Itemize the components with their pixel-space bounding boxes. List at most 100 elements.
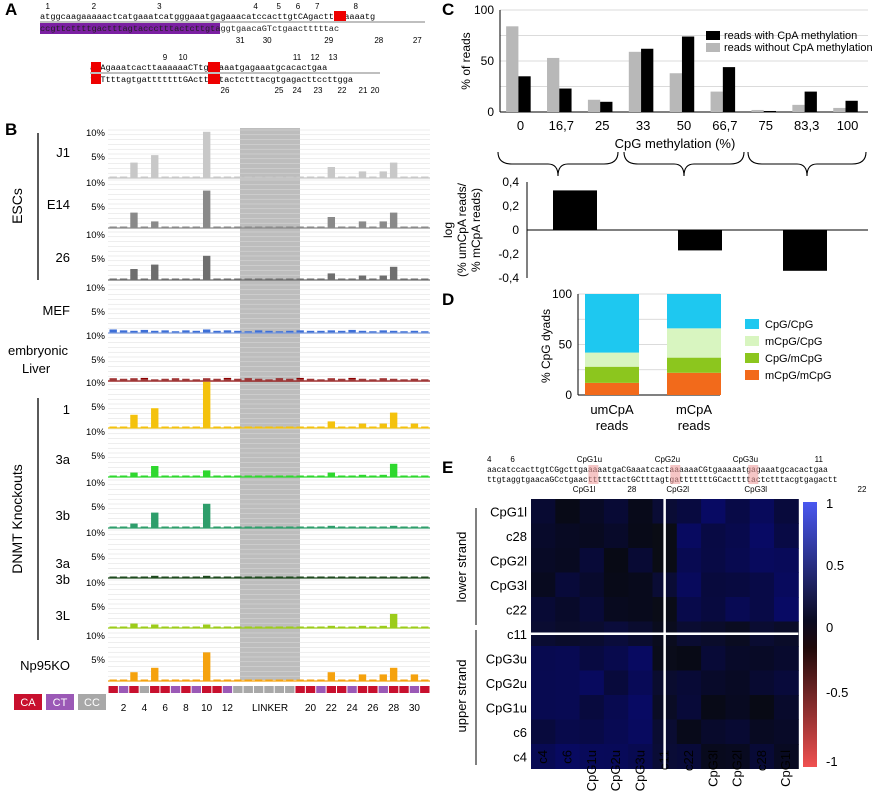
heatmap-cell [555, 499, 581, 524]
heatmap-cell [628, 548, 653, 573]
heatmap-cell [725, 646, 751, 671]
bar-cpa-frequency [306, 226, 315, 228]
bar-cpa-frequency [202, 652, 211, 681]
bar-cpa-frequency [358, 674, 367, 681]
bar-cpa-frequency [275, 278, 284, 280]
bar-cpa-frequency [410, 226, 419, 228]
heatmap-cell [579, 695, 605, 720]
seq-number: 1 [45, 2, 50, 11]
group-label-escs: ESCs [9, 188, 25, 224]
bar-cpa-frequency [151, 155, 159, 178]
bar-cpa-frequency [119, 576, 128, 578]
legend-label: mCpG/mCpG [765, 370, 832, 382]
bar-cpa-frequency [234, 679, 242, 681]
bar-cpa-frequency [213, 226, 221, 228]
site-type-strip [139, 686, 150, 693]
bar-cpa-frequency [161, 475, 169, 477]
bar-cpa-frequency [421, 576, 429, 578]
heatmap-cell [531, 646, 556, 671]
x-tick-label: 4 [142, 703, 148, 714]
bar-cpa-frequency [369, 176, 377, 178]
bar-cpa-frequency [265, 526, 273, 528]
heatmap-cell [531, 695, 556, 720]
bar-cpa-frequency [130, 269, 138, 280]
bar-cpa-frequency [171, 226, 180, 228]
bar-cpa-frequency [244, 475, 252, 477]
bar-cpa-frequency [192, 626, 200, 628]
bar-cpa-frequency [410, 526, 419, 528]
x-tick-label: 0 [517, 118, 524, 133]
heatmap-cell [749, 523, 775, 549]
legend-label: CpG/CpG [765, 319, 813, 331]
heatmap-cell [701, 670, 726, 696]
bar-cpa-frequency [338, 526, 346, 528]
bar-cpa-frequency [379, 423, 387, 428]
bar-cpa-frequency [286, 278, 294, 280]
y-tick-label: 10% [86, 528, 106, 539]
heatmap-cell [774, 670, 799, 696]
heatmap-cell [749, 670, 775, 696]
heatmap-cell [676, 499, 702, 524]
cpg-highlight [748, 465, 759, 484]
x-tick-label: 83,3 [794, 118, 819, 133]
bar-cpa-frequency [338, 176, 346, 178]
bar-cpa-frequency [327, 421, 336, 428]
seq-number: 23 [314, 86, 323, 95]
heatmap-cell [555, 719, 581, 745]
seq-number: 31 [236, 36, 245, 45]
bar-cpa-frequency [223, 626, 232, 628]
bar-without-cpa [669, 73, 682, 112]
row-label: Liver [22, 361, 51, 376]
x-tick-label: 30 [409, 703, 421, 714]
y-axis-title: % mCpA reads) [469, 188, 483, 272]
heatmap-row-label: CpG3l [490, 578, 527, 593]
bar-cpa-frequency [358, 474, 367, 477]
row-label: 3b [56, 572, 70, 587]
y-tick-label: 10% [86, 378, 106, 389]
heatmap-cell [725, 499, 751, 524]
bar-cpa-frequency [286, 475, 294, 477]
bar-cpa-frequency [213, 278, 221, 280]
seq-number: 22 [338, 86, 347, 95]
bar-cpa-frequency [182, 176, 190, 178]
heatmap-cell [628, 670, 653, 696]
bar-cpa-frequency [244, 679, 252, 681]
heatmap-cell [701, 695, 726, 720]
site-type-strip [420, 686, 430, 693]
bar-cpa-frequency [265, 679, 273, 681]
y-tick-label: 50 [559, 338, 573, 352]
heatmap-cell [676, 572, 702, 598]
heatmap-cell [774, 499, 799, 524]
seq-number: 5 [276, 2, 281, 11]
heatmap-cell [555, 597, 581, 622]
site-type-strip [409, 686, 420, 693]
bar-cpa-frequency [400, 679, 408, 681]
bar-cpa-frequency [109, 679, 117, 681]
bar-cpa-frequency [296, 526, 304, 528]
bar-cpa-frequency [369, 278, 377, 280]
heatmap-row-label: CpG2u [486, 676, 527, 691]
bar-cpa-frequency [338, 626, 346, 628]
y-tick-label: 0,4 [502, 175, 519, 189]
bar-cpa-frequency [410, 576, 419, 578]
heatmap-cell [725, 670, 751, 696]
legend-label: reads without CpA methylation [724, 42, 873, 54]
bar-cpa-frequency [348, 576, 356, 578]
bar-cpa-frequency [379, 474, 387, 477]
bar-cpa-frequency [348, 226, 356, 228]
bar-cpa-frequency [275, 626, 284, 628]
bar-with-cpa [641, 48, 654, 112]
seq-site-label: CpG2l [666, 485, 689, 494]
bar-cpa-frequency [234, 278, 242, 280]
bar-with-cpa [845, 100, 858, 112]
brace-high-cpg [747, 151, 867, 177]
site-type-strip [388, 686, 399, 693]
bar-cpa-frequency [410, 278, 419, 280]
bar-cpa-frequency [348, 426, 356, 428]
seq-site-label: 11 [815, 455, 824, 464]
bar-cpa-frequency [306, 526, 315, 528]
y-axis-title: % CpG dyads [539, 309, 553, 383]
bar-cpa-frequency [202, 378, 211, 381]
bar-cpa-frequency [151, 408, 159, 428]
